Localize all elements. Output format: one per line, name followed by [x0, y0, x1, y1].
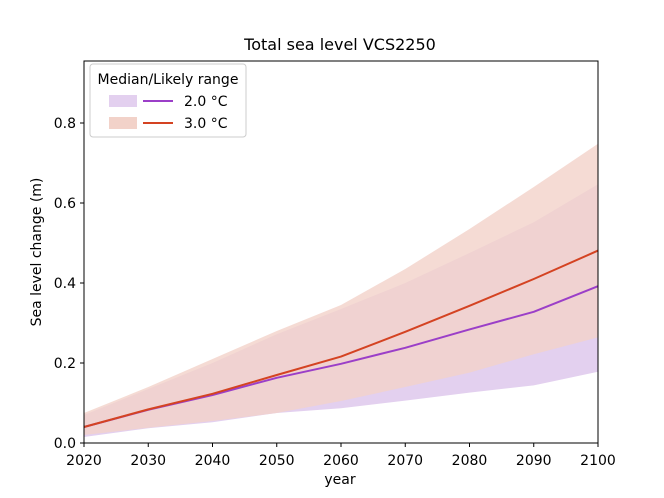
y-tick-label: 0.6: [54, 196, 76, 212]
x-tick-label: 2080: [452, 453, 488, 469]
y-axis-label: Sea level change (m): [29, 178, 45, 327]
legend-band-swatch: [109, 117, 137, 129]
x-axis-ticks: 2020 2030 2040 2050 2060 2070 2080 2090 2100: [66, 443, 616, 469]
y-axis-ticks: 0.0 0.2 0.4 0.6 0.8: [54, 116, 84, 452]
median-lines: [83, 249, 599, 428]
y-tick-label: 0.4: [54, 276, 76, 292]
x-tick-label: 2020: [66, 453, 102, 469]
x-tick-label: 2040: [195, 453, 231, 469]
legend-entry-label: 3.0 °C: [184, 116, 228, 132]
x-tick-label: 2070: [387, 453, 423, 469]
x-tick-label: 2100: [580, 453, 616, 469]
likely-range-bands: [84, 143, 598, 437]
chart-legend: Median/Likely range 2.0 °C 3.0 °C: [89, 63, 247, 138]
legend-entry-label: 2.0 °C: [184, 94, 228, 110]
y-tick-label: 0.0: [54, 436, 76, 452]
likely-range-band-2: [84, 143, 598, 436]
median-line-2: [83, 249, 599, 428]
legend-band-swatch: [109, 95, 137, 107]
x-axis-label: year: [324, 472, 355, 488]
chart-title: Total sea level VCS2250: [243, 35, 436, 54]
x-tick-label: 2090: [516, 453, 552, 469]
x-tick-label: 2050: [259, 453, 295, 469]
legend-title: Median/Likely range: [98, 72, 239, 88]
x-tick-label: 2060: [323, 453, 359, 469]
x-tick-label: 2030: [130, 453, 166, 469]
y-tick-label: 0.8: [54, 116, 76, 132]
y-tick-label: 0.2: [54, 356, 76, 372]
